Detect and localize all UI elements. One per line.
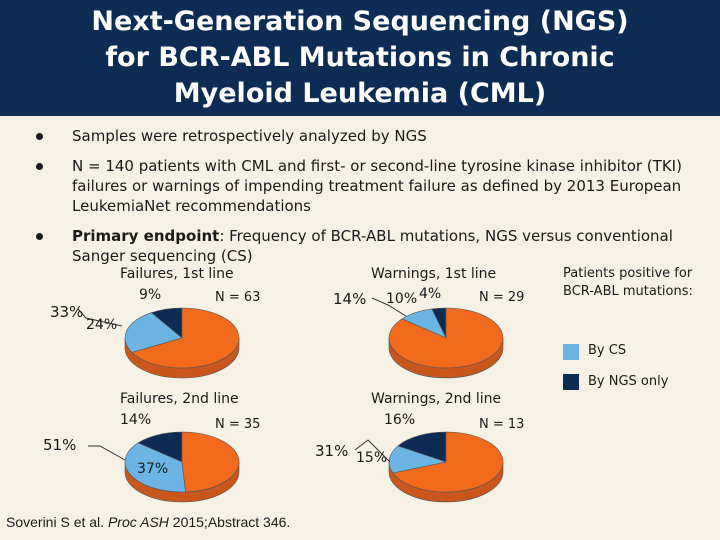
bullet-bold-text: Primary endpoint bbox=[72, 227, 220, 245]
legend-swatch-cs bbox=[563, 344, 579, 360]
chart-title: Warnings, 1st line bbox=[371, 266, 496, 282]
total-percent-label: 31% bbox=[315, 442, 349, 460]
slice-ngs bbox=[397, 431, 447, 463]
ngs-percent-label: 16% bbox=[384, 412, 416, 428]
title-line-2: for BCR-ABL Mutations in Chronic bbox=[105, 42, 615, 73]
label-connector bbox=[354, 439, 391, 463]
bullet-text: N = 140 patients with CML and first- or … bbox=[72, 157, 682, 215]
bullet-item: Primary endpoint: Frequency of BCR-ABL m… bbox=[36, 226, 696, 266]
n-label: N = 29 bbox=[479, 290, 525, 305]
chart-title-text: Failures, 1st line bbox=[120, 266, 234, 282]
slice-cs bbox=[388, 445, 448, 474]
slice-negative bbox=[392, 431, 504, 493]
bullet-text: : Frequency of BCR-ABL mutations, NGS ve… bbox=[72, 227, 673, 265]
chart-title-text: Failures, 2nd line bbox=[120, 391, 239, 407]
chart-title: Warnings, 2nd line bbox=[371, 391, 501, 407]
chart-title: Failures, 1st line bbox=[120, 266, 234, 282]
chart-title: Failures, 2nd line bbox=[120, 391, 239, 407]
n-label: N = 35 bbox=[215, 417, 261, 432]
legend-label-cs: By CS bbox=[588, 343, 627, 358]
legend-swatch-ngs bbox=[563, 374, 579, 390]
total-percent-label: 14% bbox=[333, 290, 367, 308]
bullet-item: N = 140 patients with CML and first- or … bbox=[36, 156, 696, 216]
n-label: N = 63 bbox=[215, 290, 261, 305]
ngs-percent-label: 9% bbox=[139, 287, 162, 303]
citation-journal: Proc ASH bbox=[107, 514, 169, 530]
cs-percent-label: 10% bbox=[386, 291, 418, 307]
ngs-percent-label: 14% bbox=[120, 412, 152, 428]
cs-percent-label: 15% bbox=[356, 450, 388, 466]
ngs-percent-label: 4% bbox=[419, 286, 442, 302]
bullet-dot bbox=[36, 133, 43, 140]
citation: Soverini S et al. Proc ASH 2015;Abstract… bbox=[6, 514, 290, 530]
slice-cs bbox=[124, 312, 183, 353]
label-connector bbox=[77, 308, 123, 327]
label-connector bbox=[371, 297, 407, 317]
bullet-item: Samples were retrospectively analyzed by… bbox=[36, 126, 696, 146]
slice-negative bbox=[181, 431, 240, 493]
cs-percent-label: 37% bbox=[137, 461, 169, 477]
cs-percent-label: 24% bbox=[86, 317, 118, 333]
legend-label-ngs: By NGS only bbox=[588, 374, 669, 389]
legend-title: Patients positive for BCR-ABL mutations: bbox=[563, 266, 693, 299]
bullet-list: Samples were retrospectively analyzed by… bbox=[36, 126, 696, 276]
citation-rest: 2015;Abstract 346. bbox=[168, 514, 291, 530]
page-title: Next-Generation Sequencing (NGS) for BCR… bbox=[0, 4, 720, 112]
label-connector bbox=[88, 445, 126, 461]
total-percent-label: 33% bbox=[50, 303, 84, 321]
slice-negative bbox=[388, 307, 504, 369]
total-percent-label: 51% bbox=[43, 436, 77, 454]
chart-title-text: Warnings, 2nd line bbox=[371, 391, 502, 407]
chart-title-text: Warnings, 1st line bbox=[371, 266, 497, 282]
slice-cs bbox=[124, 442, 186, 493]
citation-authors: Soverini S et al. bbox=[6, 514, 108, 530]
bullet-text: Samples were retrospectively analyzed by… bbox=[72, 127, 427, 145]
bullet-dot bbox=[36, 163, 43, 170]
n-label: N = 13 bbox=[479, 417, 525, 432]
bullet-dot bbox=[36, 233, 43, 240]
title-banner bbox=[0, 0, 720, 116]
title-line-1: Next-Generation Sequencing (NGS) bbox=[91, 6, 629, 37]
slice-negative bbox=[131, 307, 240, 369]
title-line-3: Myeloid Leukemia (CML) bbox=[173, 78, 547, 109]
